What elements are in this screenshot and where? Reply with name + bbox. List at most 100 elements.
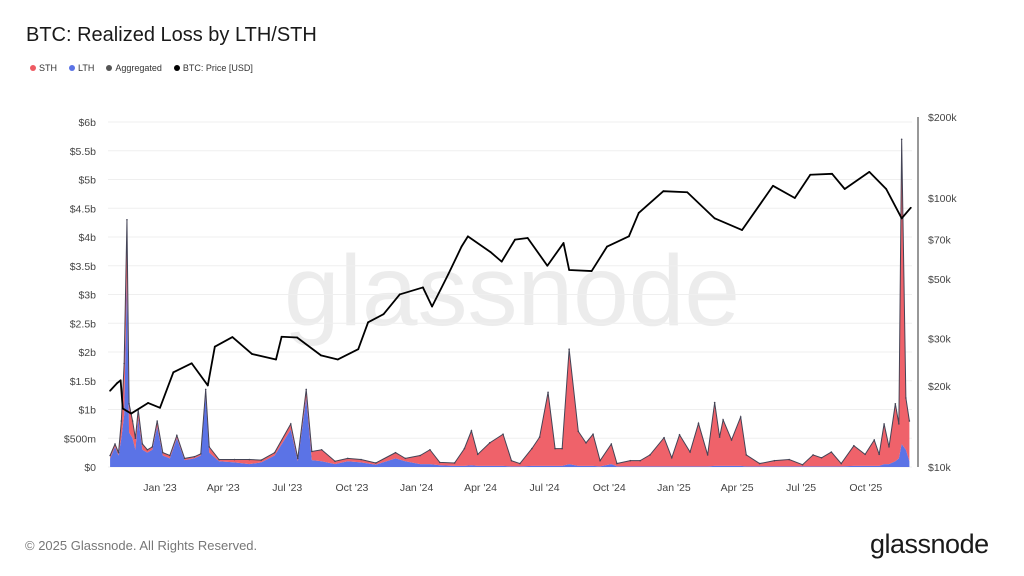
- price-point: [119, 379, 122, 382]
- y-left-tick-label: $1b: [78, 405, 96, 417]
- watermark: glassnode: [284, 235, 740, 347]
- aggregated-point: [894, 402, 897, 405]
- aggregated-point: [320, 448, 323, 451]
- aggregated-point: [404, 457, 407, 460]
- price-point: [831, 172, 833, 175]
- aggregated-point: [120, 420, 123, 422]
- price-point: [251, 353, 253, 355]
- aggregated-point: [561, 447, 563, 450]
- legend-item-aggregated[interactable]: Aggregated: [106, 63, 162, 73]
- glassnode-logo: glassnode: [870, 529, 989, 559]
- aggregated-point: [476, 453, 479, 456]
- aggregated-point: [678, 434, 681, 436]
- price-point: [562, 242, 565, 244]
- price-point: [121, 407, 124, 410]
- aggregated-point: [900, 138, 903, 141]
- aggregated-point: [360, 458, 362, 461]
- aggregated-point: [592, 433, 594, 436]
- series-group: [109, 138, 912, 467]
- aggregated-point: [117, 451, 120, 454]
- y-left-tick-label: $4b: [78, 232, 96, 244]
- legend-item-lth[interactable]: LTH: [69, 63, 94, 73]
- aggregated-point: [531, 447, 533, 450]
- y-left-tick-label: $5.5b: [70, 146, 96, 158]
- aggregated-point: [141, 443, 144, 445]
- y-left-tick-label: $2.5b: [70, 318, 96, 330]
- aggregated-point: [273, 451, 276, 454]
- x-tick-label: Jan '23: [143, 482, 177, 494]
- aggregated-point: [610, 443, 613, 445]
- aggregated-point: [908, 420, 911, 422]
- legend-item-price[interactable]: BTC: Price [USD]: [173, 63, 253, 73]
- legend-item-sth[interactable]: STH: [30, 63, 57, 73]
- aggregated-point: [554, 447, 556, 450]
- price-point: [398, 293, 401, 296]
- price-point: [460, 245, 463, 248]
- y-right-tick-label: $10k: [928, 462, 952, 474]
- aggregated-point: [199, 452, 202, 455]
- copyright-footer: © 2025 Glassnode. All Rights Reserved.: [25, 538, 258, 553]
- aggregated-point: [453, 462, 456, 464]
- aggregated-point: [126, 218, 128, 221]
- aggregated-point: [670, 457, 673, 459]
- price-point: [147, 402, 149, 404]
- price-point: [514, 238, 516, 241]
- aggregated-point: [510, 459, 513, 462]
- y-left-tick-label: $6b: [78, 117, 96, 129]
- y-left-tick-label: $3.5b: [70, 261, 96, 273]
- price-point: [590, 270, 593, 272]
- aggregated-point: [898, 423, 900, 425]
- price-point: [662, 190, 665, 193]
- legend-dot-sth: [30, 65, 36, 71]
- aggregated-point: [289, 423, 292, 425]
- aggregated-point: [730, 439, 733, 441]
- aggregated-point: [429, 448, 431, 451]
- price-point: [367, 321, 369, 324]
- aggregated-point: [758, 462, 761, 465]
- x-axis: Jan '23 Apr '23 Jul '23 Oct '23 Jan '24 Apr '…: [143, 482, 882, 494]
- aggregated-point: [713, 401, 716, 404]
- price-point: [489, 251, 492, 253]
- aggregated-point: [599, 459, 601, 462]
- aggregated-point: [502, 433, 504, 436]
- aggregated-point: [334, 460, 336, 463]
- aggregated-point: [812, 454, 814, 456]
- price-point: [213, 345, 216, 348]
- price-point: [606, 245, 609, 248]
- y-right-tick-label: $100k: [928, 193, 957, 205]
- chart-title: BTC: Realized Loss by LTH/STH: [26, 24, 317, 46]
- aggregated-point: [706, 454, 709, 456]
- aggregated-point: [745, 454, 748, 456]
- aggregated-point: [739, 416, 742, 418]
- y-right-tick-label: $30k: [928, 334, 952, 346]
- price-point: [628, 235, 630, 238]
- aggregated-point: [218, 458, 220, 461]
- aggregated-point: [864, 453, 866, 456]
- aggregated-point: [193, 455, 196, 458]
- price-point: [868, 171, 871, 173]
- aggregated-point: [878, 453, 880, 456]
- price-point: [231, 336, 234, 338]
- aggregated-point: [146, 448, 149, 451]
- legend-dot-lth: [69, 65, 75, 71]
- x-tick-label: Oct '25: [849, 482, 882, 494]
- aggregated-point: [204, 388, 207, 391]
- y-left-tick-label: $4.5b: [70, 203, 96, 215]
- price-point: [741, 229, 743, 231]
- aggregated-point: [649, 454, 651, 456]
- aggregated-point: [697, 422, 700, 425]
- legend-label-aggregated: Aggregated: [115, 63, 162, 73]
- price-point: [280, 335, 283, 338]
- aggregated-point: [248, 458, 251, 461]
- aggregated-point: [616, 462, 618, 465]
- aggregated-point: [773, 459, 776, 462]
- price-point: [336, 358, 339, 361]
- y-left-tick-label: $500m: [64, 433, 96, 445]
- aggregated-point: [375, 462, 377, 464]
- aggregated-point: [176, 434, 178, 437]
- y-axis-right: $10k $20k $30k $50k $70k $100k $200k: [928, 112, 957, 474]
- x-tick-label: Oct '23: [335, 482, 368, 494]
- price-point: [713, 217, 716, 220]
- aggregated-point: [438, 461, 441, 464]
